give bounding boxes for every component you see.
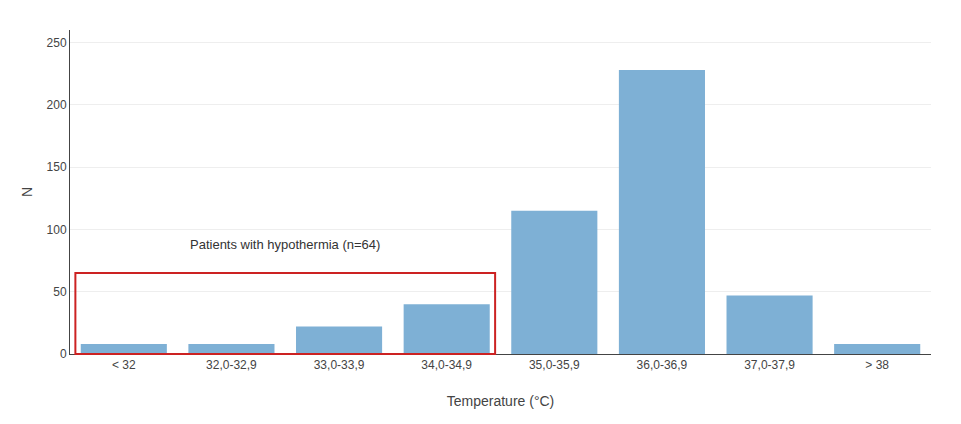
- svg-text:< 32: < 32: [112, 358, 136, 372]
- svg-text:150: 150: [47, 160, 67, 174]
- svg-text:36,0-36,9: 36,0-36,9: [637, 358, 688, 372]
- svg-text:32,0-32,9: 32,0-32,9: [206, 358, 257, 372]
- svg-text:34,0-34,9: 34,0-34,9: [421, 358, 472, 372]
- svg-text:Patients with hypothermia (n=6: Patients with hypothermia (n=64): [190, 237, 380, 252]
- svg-text:200: 200: [47, 98, 67, 112]
- svg-text:> 38: > 38: [865, 358, 889, 372]
- svg-text:37,0-37,9: 37,0-37,9: [744, 358, 795, 372]
- svg-text:100: 100: [47, 223, 67, 237]
- svg-text:Temperature (°C): Temperature (°C): [447, 393, 555, 409]
- svg-text:35,0-35,9: 35,0-35,9: [529, 358, 580, 372]
- svg-text:250: 250: [47, 36, 67, 50]
- svg-text:33,0-33,9: 33,0-33,9: [314, 358, 365, 372]
- svg-text:0: 0: [60, 347, 67, 361]
- svg-text:50: 50: [53, 285, 67, 299]
- svg-text:N: N: [19, 187, 35, 197]
